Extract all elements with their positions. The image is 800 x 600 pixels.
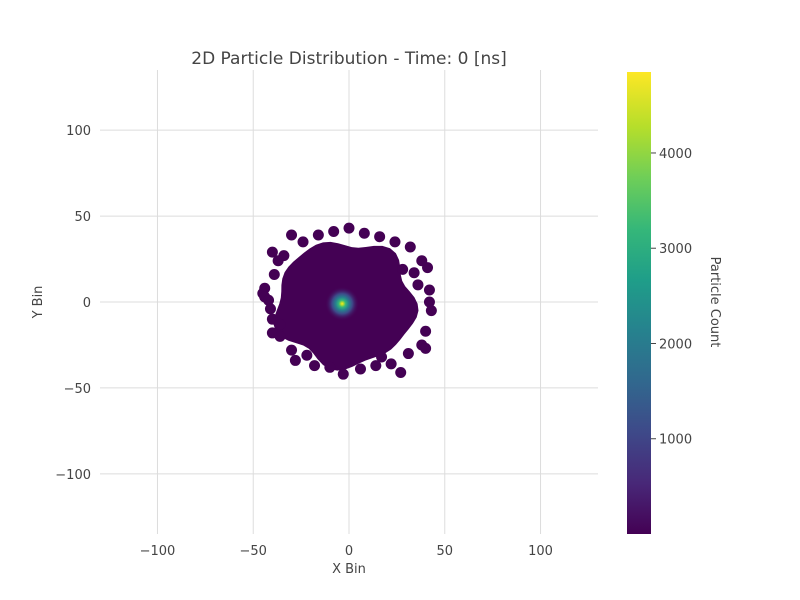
scatter-point [420,325,432,337]
scatter-point [289,354,301,366]
x-axis-label: X Bin [332,562,366,577]
scatter-point [402,348,414,360]
scatter-point [309,360,321,372]
scatter-point [376,351,388,363]
scatter-point [328,226,340,238]
colorbar-tick-label: 2000 [659,337,692,352]
colorbar: 1000 2000 3000 4000 Particle Count [627,72,722,534]
scatter-point [370,360,382,372]
y-tick-label: 0 [83,296,91,311]
y-tick-label: −100 [55,468,91,483]
scatter-point [423,284,435,296]
scatter-point [272,255,284,267]
scatter-point [354,363,366,375]
scatter-point [337,368,349,380]
scatter-point [263,294,275,306]
y-tick-label: 100 [66,124,91,139]
y-axis-label: Y Bin [31,286,46,320]
scatter-point [297,236,309,248]
colorbar-gradient [627,72,651,534]
colorbar-tick-label: 4000 [659,147,692,162]
x-tick-label: −50 [240,544,267,559]
scatter-point [374,231,386,243]
scatter-point [404,241,416,253]
scatter-point [412,279,424,291]
scatter-point [324,361,336,373]
scatter-point [395,366,407,378]
scatter-point [286,229,298,241]
scatter-point [385,358,397,370]
scatter-point [274,318,286,330]
scatter-point [389,236,401,248]
y-tick-label: 50 [74,210,91,225]
colorbar-title: Particle Count [707,257,722,348]
scatter-point [416,255,428,267]
x-tick-labels: −100 −50 0 50 100 [140,544,553,559]
scatter-point [358,227,370,239]
scatter-points [257,222,437,380]
y-tick-label: −50 [64,382,91,397]
scatter-point [397,263,409,275]
scatter-point [301,349,313,361]
colorbar-tick-labels: 1000 2000 3000 4000 [651,147,692,448]
scatter-point [264,303,276,315]
density-peak [325,286,360,321]
scatter-point [312,229,324,241]
colorbar-tick-label: 3000 [659,242,692,257]
scatter-point [343,222,355,234]
x-tick-label: 100 [528,544,553,559]
colorbar-tick-label: 1000 [659,433,692,448]
gridlines [100,70,598,534]
density-core [325,286,360,321]
chart-title: 2D Particle Distribution - Time: 0 [ns] [191,49,507,69]
x-tick-label: −100 [140,544,176,559]
scatter-point [425,305,437,317]
scatter-point [420,342,432,354]
scatter-point [408,267,420,279]
y-tick-labels: 100 50 0 −50 −100 [55,124,91,483]
scatter-point [268,269,280,281]
scatter-point [286,344,298,356]
scatter-point [423,296,435,308]
x-tick-label: 50 [436,544,453,559]
scatter-point [274,330,286,342]
x-tick-label: 0 [345,544,353,559]
scatter-point [266,246,278,258]
